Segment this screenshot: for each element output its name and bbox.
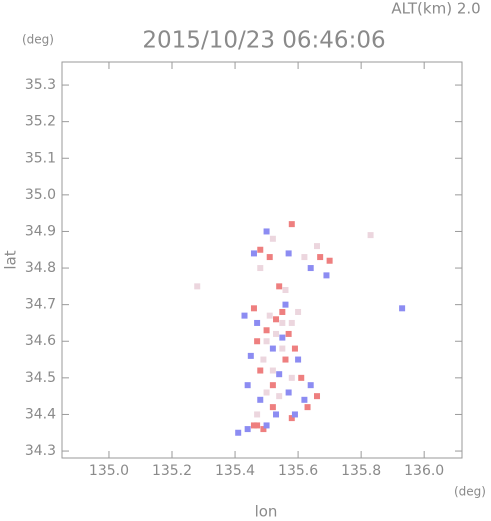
data-point	[235, 429, 242, 436]
data-point	[295, 356, 302, 363]
data-point	[263, 327, 270, 334]
data-point	[194, 283, 201, 290]
data-point	[273, 330, 280, 337]
data-point	[269, 382, 276, 389]
chart-title: 2015/10/23 06:46:06	[142, 28, 385, 54]
data-point	[254, 338, 261, 345]
data-point	[301, 396, 308, 403]
data-point	[247, 352, 254, 359]
y-tick-label: 34.7	[25, 297, 56, 313]
data-point	[257, 265, 264, 272]
data-point	[285, 389, 292, 396]
data-point	[263, 228, 270, 235]
y-axis-label: lat	[2, 250, 20, 269]
data-point	[244, 382, 251, 389]
y-tick-label: 35.0	[25, 187, 56, 203]
data-point	[285, 250, 292, 257]
data-point	[282, 301, 289, 308]
data-point	[257, 367, 264, 374]
data-point	[269, 345, 276, 352]
data-point	[269, 367, 276, 374]
data-point	[269, 404, 276, 411]
data-point	[276, 371, 283, 378]
data-point	[279, 319, 286, 326]
x-unit: (deg)	[454, 485, 486, 499]
data-point	[263, 338, 270, 345]
x-tick-label: 135.8	[341, 463, 381, 479]
data-point	[254, 319, 261, 326]
y-tick-label: 34.9	[25, 223, 56, 239]
data-point	[307, 382, 314, 389]
data-point	[288, 374, 295, 381]
data-point	[266, 312, 273, 319]
x-tick-label: 135.4	[215, 463, 255, 479]
data-point	[323, 272, 330, 279]
data-point	[399, 305, 406, 312]
y-tick-label: 35.1	[25, 150, 56, 166]
data-point	[317, 254, 324, 261]
data-point	[304, 404, 311, 411]
data-point	[276, 393, 283, 400]
data-point	[254, 411, 261, 418]
x-tick-label: 135.6	[278, 463, 318, 479]
y-tick-label: 34.8	[25, 260, 56, 276]
data-point	[273, 411, 280, 418]
data-point	[250, 422, 257, 429]
data-point	[260, 356, 267, 363]
plot-frame	[61, 61, 463, 459]
data-point	[288, 221, 295, 228]
x-tick-label: 136.0	[404, 463, 444, 479]
data-point	[298, 374, 305, 381]
data-point	[279, 308, 286, 315]
data-point	[250, 250, 257, 257]
data-point	[326, 257, 333, 264]
data-point	[257, 246, 264, 253]
x-tick-label: 135.2	[152, 463, 192, 479]
data-point	[285, 330, 292, 337]
data-point	[288, 319, 295, 326]
data-point	[279, 345, 286, 352]
data-point	[314, 243, 321, 250]
data-point	[279, 334, 286, 341]
y-tick-label: 34.3	[25, 443, 56, 459]
y-tick-label: 35.3	[25, 77, 56, 93]
data-point	[288, 415, 295, 422]
data-point	[314, 393, 321, 400]
data-point	[241, 312, 248, 319]
data-point	[367, 232, 374, 239]
y-tick-label: 35.2	[25, 114, 56, 130]
y-tick-label: 34.5	[25, 370, 56, 386]
data-point	[269, 235, 276, 242]
data-point	[291, 345, 298, 352]
y-tick-label: 34.6	[25, 333, 56, 349]
data-point	[266, 254, 273, 261]
data-point	[307, 265, 314, 272]
data-point	[273, 316, 280, 323]
x-axis-label: lon	[255, 503, 278, 521]
y-unit: (deg)	[22, 33, 54, 47]
data-point	[254, 422, 261, 429]
data-point	[263, 422, 270, 429]
data-point	[257, 396, 264, 403]
x-tick-label: 135.0	[89, 463, 129, 479]
data-point	[276, 283, 283, 290]
data-point	[250, 305, 257, 312]
data-point	[301, 254, 308, 261]
data-point	[244, 426, 251, 433]
altitude-label: ALT(km) 2.0	[391, 0, 480, 18]
data-point	[263, 389, 270, 396]
data-point	[260, 426, 267, 433]
data-point	[282, 287, 289, 294]
data-point	[291, 411, 298, 418]
y-tick-label: 34.4	[25, 406, 56, 422]
data-point	[295, 308, 302, 315]
data-point	[282, 356, 289, 363]
